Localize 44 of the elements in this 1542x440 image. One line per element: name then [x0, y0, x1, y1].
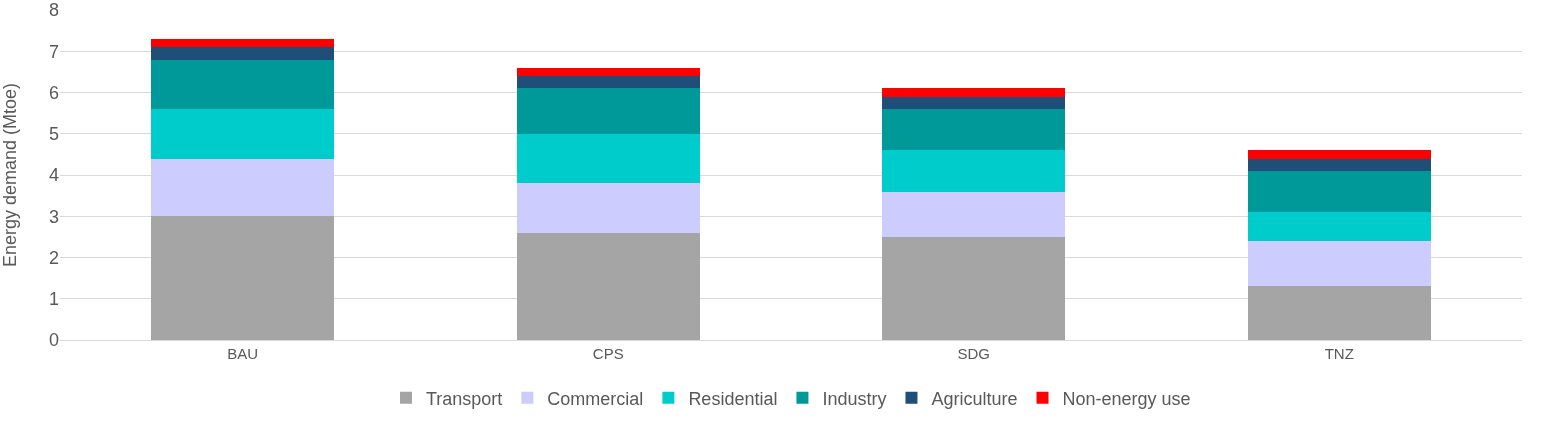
- bar: [151, 109, 335, 159]
- legend-label: Commercial: [547, 388, 644, 409]
- bar: [151, 47, 335, 60]
- bar: [516, 67, 700, 76]
- y-tick-label: 0: [48, 330, 59, 351]
- legend-label: Residential: [688, 388, 778, 409]
- bar: [882, 109, 1066, 151]
- bar: [516, 183, 700, 233]
- bar: [516, 88, 700, 134]
- y-tick-label: 1: [48, 289, 59, 310]
- y-axis-title: Energy demand (Mtoe): [0, 82, 20, 268]
- y-tick-label: 8: [48, 0, 59, 21]
- bar: [516, 76, 700, 89]
- bar: [151, 158, 335, 217]
- bar: [516, 133, 700, 184]
- legend-label: Non-energy use: [1062, 388, 1191, 409]
- y-tick-label: 5: [48, 124, 59, 145]
- bar: [1247, 158, 1431, 171]
- y-tick-label: 4: [48, 165, 59, 186]
- bar: [1247, 212, 1431, 241]
- y-tick-label: 6: [48, 82, 59, 103]
- bar: [151, 59, 335, 109]
- bar: [882, 236, 1066, 340]
- y-tick-label: 2: [48, 247, 59, 268]
- bar: [1247, 286, 1431, 340]
- y-tick-label: 7: [48, 41, 59, 62]
- legend-label: Transport: [426, 388, 503, 409]
- y-tick-label: 3: [48, 206, 59, 227]
- x-tick-label: SDG: [957, 345, 991, 362]
- bar: [882, 150, 1066, 192]
- bar: [882, 191, 1066, 237]
- legend-label: Industry: [822, 388, 887, 409]
- bar: [151, 38, 335, 48]
- bar: [1247, 150, 1431, 159]
- bar: [1247, 241, 1431, 287]
- bar: [151, 216, 335, 340]
- bar: [1247, 170, 1431, 213]
- x-tick-label: TNZ: [1324, 345, 1354, 362]
- x-tick-label: BAU: [227, 345, 259, 362]
- bar: [882, 88, 1066, 97]
- legend-label: Agriculture: [931, 388, 1018, 409]
- bar: [516, 232, 700, 340]
- bar: [882, 96, 1066, 109]
- x-tick-label: CPS: [592, 345, 624, 362]
